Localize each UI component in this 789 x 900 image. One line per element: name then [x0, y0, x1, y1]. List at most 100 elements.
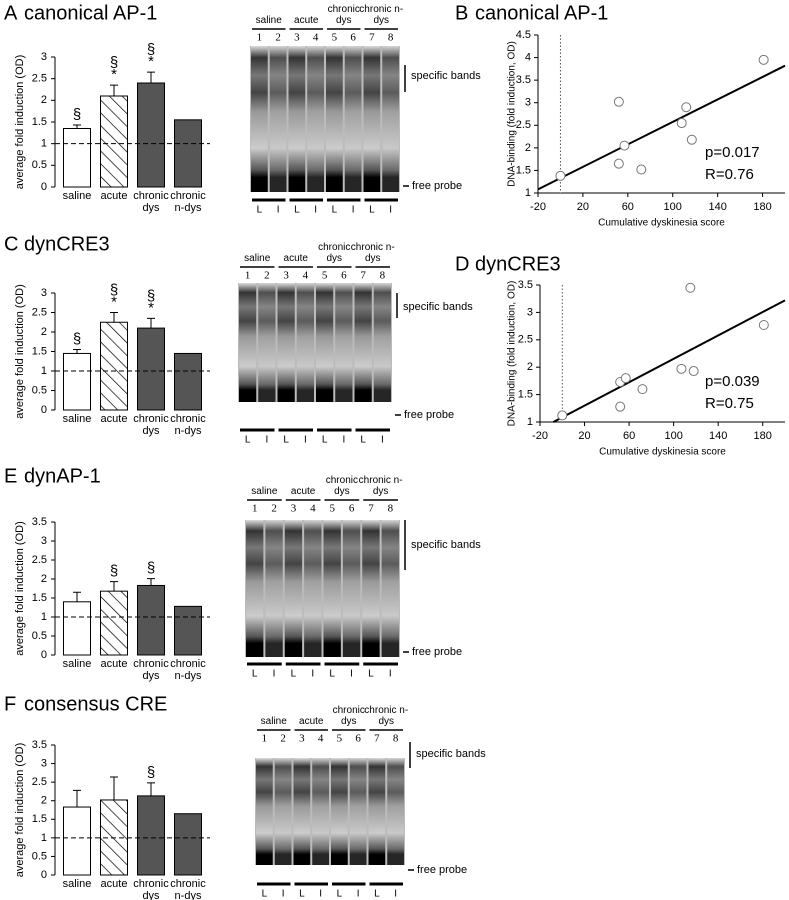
error-bar — [147, 578, 155, 586]
lane-pair-label: I — [394, 889, 397, 900]
lane-number: 5 — [332, 32, 338, 44]
lane-group-label-box: chronic dys — [333, 705, 365, 727]
y-tick-label: 4.5 — [516, 29, 531, 41]
x-tick-label: 20 — [578, 430, 590, 442]
x-tick-label: 180 — [754, 430, 772, 442]
lane-number: 3 — [299, 733, 305, 745]
lane-group-label: saline — [255, 15, 282, 26]
gel-lane — [296, 283, 314, 402]
significance-mark: § — [147, 764, 155, 781]
data-point — [613, 96, 624, 107]
panel-letter: F — [4, 693, 16, 715]
lane-pair-label: I — [381, 435, 384, 446]
gel-lane — [316, 283, 334, 402]
data-point — [637, 384, 648, 395]
y-tick-label: 2.5 — [32, 73, 47, 85]
lane-number: 2 — [271, 503, 277, 515]
lane-pair-label: L — [291, 669, 297, 680]
y-tick-label: 0.5 — [32, 384, 47, 396]
lane-pair-label: L — [294, 205, 300, 216]
error-bar — [110, 776, 118, 800]
significance-mark: § — [147, 287, 155, 304]
y-tick-label: 1 — [525, 187, 531, 199]
y-tick-label: 2 — [525, 142, 531, 154]
gel-lane — [363, 46, 381, 192]
lane-pair-label: L — [257, 205, 263, 216]
bands-label: specific bands — [411, 539, 481, 551]
lane-group-label: chronic n-dys — [359, 4, 404, 26]
lane-number: 5 — [337, 733, 343, 745]
bar — [63, 352, 91, 411]
y-tick-label: 3.5 — [32, 739, 47, 751]
fit-line — [552, 299, 786, 423]
bar — [137, 584, 165, 656]
gel-lane — [323, 520, 341, 657]
y-tick-label: 3.5 — [516, 74, 531, 86]
statistic: R=0.75 — [705, 395, 754, 412]
lane-number: 8 — [388, 503, 394, 515]
gel-lane — [284, 520, 303, 657]
lane-number: 6 — [350, 32, 356, 44]
data-point — [676, 363, 687, 374]
lane-group-label: saline — [251, 486, 278, 497]
y-axis-label: DNA-binding (fold induction, OD) — [507, 41, 518, 187]
y-tick-label: 1 — [527, 416, 533, 428]
gel-lane — [362, 520, 380, 657]
lane-pair-label: L — [245, 435, 251, 446]
x-tick-label: 180 — [753, 201, 771, 213]
lane-group-label: acute — [299, 716, 324, 727]
error-bar — [147, 317, 155, 329]
data-point — [613, 158, 624, 169]
y-tick-label: 1.5 — [518, 389, 533, 401]
x-tick-label: acute — [100, 413, 128, 425]
lane-pair-label: L — [374, 889, 380, 900]
lane-group-label-box: chronic n-dys — [351, 242, 395, 264]
lane-number: 1 — [257, 32, 263, 44]
y-axis-label: average fold induction (OD) — [14, 55, 26, 190]
bands-label: specific bands — [411, 70, 481, 82]
significance-mark: * — [148, 299, 154, 316]
bar — [137, 82, 165, 188]
lane-group-label: chronic dys — [325, 475, 358, 497]
gel-lane — [382, 46, 399, 192]
x-tick-label: chronic dys — [133, 190, 169, 214]
bands-label: specific bands — [416, 748, 486, 760]
data-point — [686, 134, 697, 145]
gel-lane — [293, 758, 311, 865]
lane-group-label-box: saline — [244, 253, 270, 264]
x-tick-label: 140 — [709, 430, 727, 442]
x-tick-label-box: acute — [101, 878, 128, 890]
x-tick-label-box: saline — [63, 658, 92, 670]
x-axis-label: Cumulative dyskinesia score — [598, 218, 725, 229]
y-tick-label: 2.5 — [32, 306, 47, 318]
x-tick-label: 60 — [623, 430, 635, 442]
probe-label: free probe — [417, 864, 467, 876]
y-tick-label: 3 — [41, 51, 47, 63]
x-axis-label: Cumulative dyskinesia score — [599, 447, 726, 458]
lane-group-label-box: saline — [255, 15, 282, 26]
y-axis-label: average fold induction (OD) — [14, 284, 26, 419]
lane-pair-label: I — [342, 435, 345, 446]
x-tick-label: -20 — [532, 430, 548, 442]
lane-pair-label: I — [282, 889, 285, 900]
x-tick-label: chronic dys — [133, 658, 169, 682]
lane-group-label-box: acute — [291, 486, 315, 497]
lane-pair-label: I — [352, 205, 355, 216]
lane-number: 7 — [368, 503, 374, 515]
significance-mark: * — [148, 53, 154, 70]
lane-group-label-box: chronic n-dys — [359, 4, 404, 26]
bar — [100, 321, 128, 411]
y-tick-label: 0.5 — [32, 630, 47, 642]
error-bar — [110, 312, 118, 323]
panel-title: canonical AP-1 — [475, 2, 608, 24]
bar — [137, 795, 165, 876]
lane-number: 4 — [310, 503, 316, 515]
y-tick-label: 2 — [41, 94, 47, 106]
lane-pair-label: L — [369, 205, 375, 216]
lane-group-label: chronic n-dys — [364, 705, 409, 727]
lane-pair-label: L — [332, 205, 338, 216]
significance-mark: § — [73, 331, 81, 348]
gel-lane — [368, 758, 386, 865]
gel-lane — [256, 758, 273, 865]
y-tick-label: 0.5 — [32, 159, 47, 171]
